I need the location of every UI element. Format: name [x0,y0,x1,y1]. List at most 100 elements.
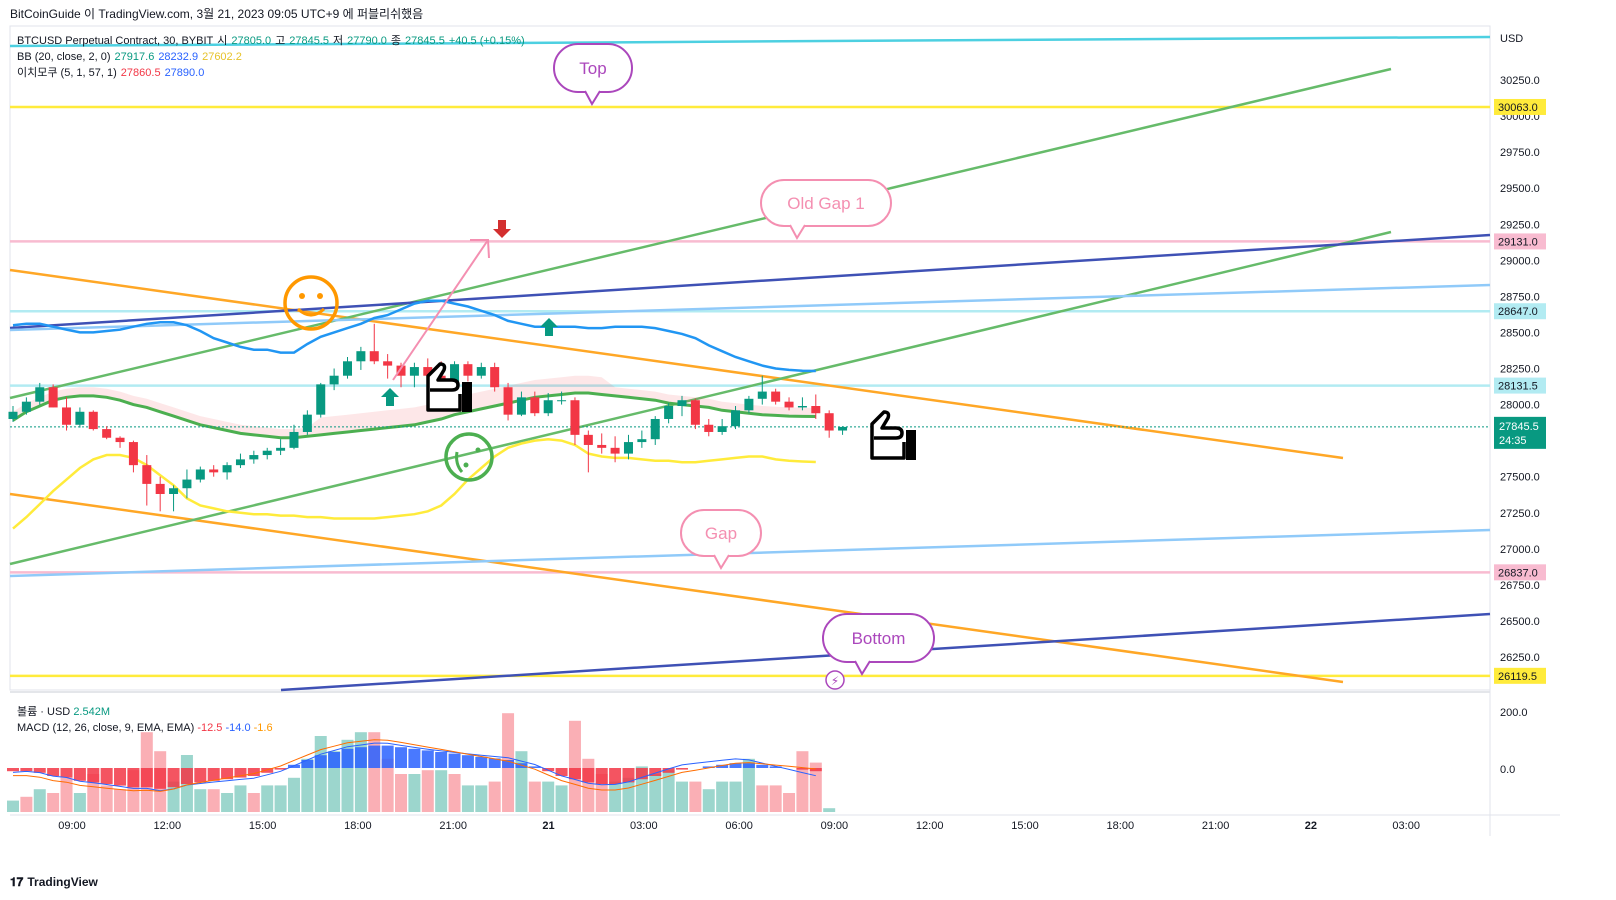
candle-body [744,398,754,411]
projection-arrow-line [392,239,489,381]
macd-histogram-bar [435,752,448,768]
volume-bar [408,774,421,812]
macd-histogram-bar [395,747,408,768]
buy-signal-arrow-shaft [545,327,553,336]
candle-body [583,434,593,445]
smiley-face [283,275,339,331]
price-level-tag [1494,377,1546,394]
candle-body [222,465,232,473]
orange-channel-lower [9,492,1344,684]
tradingview-logo[interactable]: 𝟏𝟕 TradingView [10,875,98,890]
volume-bar [47,793,60,812]
time-tick-label: 03:00 [1392,820,1420,832]
volume-bar [194,789,207,812]
ichimoku-cloud [13,375,816,438]
publish-header: BitCoinGuide 이 TradingView.com, 3월 21, 2… [10,7,424,21]
macd-histogram-bar [20,768,33,772]
macd-histogram-bar [609,768,622,784]
candle-body [717,426,727,432]
macd-histogram-bar [341,748,354,768]
volume-bar [221,793,234,812]
pointing-hand-icon [426,362,472,412]
candle-body [88,411,98,430]
time-tick-label: 22 [1305,820,1317,832]
bubble-old-gap-shape [760,179,892,227]
macd-histogram-bar [649,768,662,776]
bubble-old-gap: Old Gap 1 [760,179,892,241]
volume-bar [702,789,715,812]
volume-bar [609,781,622,812]
bb-upper-band [12,299,816,373]
volume-bar [20,796,33,812]
confused-face-icon [444,432,494,482]
price-tick-label: 26250.0 [1500,652,1540,664]
candle-body [383,361,393,366]
macd-histogram-bar [194,768,207,783]
price-tick-label: 26750.0 [1500,580,1540,592]
volume-bar [676,781,688,812]
candle-body [8,411,18,419]
candle-body [664,406,674,419]
macd-histogram-bar [622,768,635,783]
bubble-top-text: Top [579,59,606,78]
macd-histogram-bar [381,745,394,768]
confused-face [444,432,494,482]
price-axis: 30250.030000.029750.029500.029250.029000… [1494,33,1546,776]
time-tick-label: 21:00 [1202,820,1230,832]
buy-signal-arrow-shaft [386,397,394,406]
volume-bar [100,785,113,812]
macd-histogram-bar [635,768,648,780]
macd-hist-value: -12.5 [197,722,223,734]
price-tick-label: 27250.0 [1500,508,1540,520]
projection-arrow-head [470,239,490,259]
candle-body [209,469,219,473]
time-tick-label: 12:00 [916,820,944,832]
pointing-hand-icon-right-cuff [906,430,916,460]
current-price-text: 27845.5 [1499,421,1539,433]
candle-body [75,411,85,425]
confused-eye [475,447,481,453]
macd-histogram-bar [796,768,809,770]
sell-signal-arrow [493,220,511,238]
candle-body [797,406,807,408]
price-level-tag [1494,98,1546,115]
buy-signal-arrow-head [540,318,558,327]
macd-histogram-bar [167,768,180,788]
smiley-eye [317,293,323,299]
candle-body [396,365,406,376]
candle-body [570,400,580,435]
price-level-tag-text: 26119.5 [1498,671,1537,683]
macd-line-value: -14.0 [225,722,251,734]
macd-histogram-bar [729,763,742,768]
bb-basis-value: 27917.6 [114,51,155,63]
volume-bar [729,781,742,812]
macd-histogram-bar [702,766,715,768]
price-level-tag-text: 28131.5 [1498,381,1538,393]
macd-histogram-bar [676,768,688,770]
bubble-gap: Gap [680,509,762,571]
macd-histogram-bar [448,753,461,768]
buy-signal-arrow-head [381,388,399,397]
candle-body [490,367,500,388]
time-tick-label: 18:00 [1107,820,1135,832]
candle-body [757,391,767,399]
macd-label: MACD (12, 26, close, 9, EMA, EMA) [17,722,195,734]
candle-body [102,429,112,438]
buy-signal-arrow [540,318,558,336]
candle-body [155,483,165,494]
volume-bar [421,770,434,812]
candle-body [824,413,834,431]
candle-body [677,400,687,407]
volume-bar [234,785,247,812]
macd-histogram-bar [221,768,234,780]
pointing-hand-icon-right [870,410,916,460]
sell-signal-arrow-head [493,229,511,238]
time-tick-label: 15:00 [249,820,277,832]
price-tick-label: 28000.0 [1500,400,1540,412]
candle-body [423,367,433,376]
orange-channel-upper [9,268,1344,460]
bb-lower-value: 27602.2 [202,51,242,63]
low-label: 저 [333,35,344,47]
main-pane-frame [9,25,1491,691]
